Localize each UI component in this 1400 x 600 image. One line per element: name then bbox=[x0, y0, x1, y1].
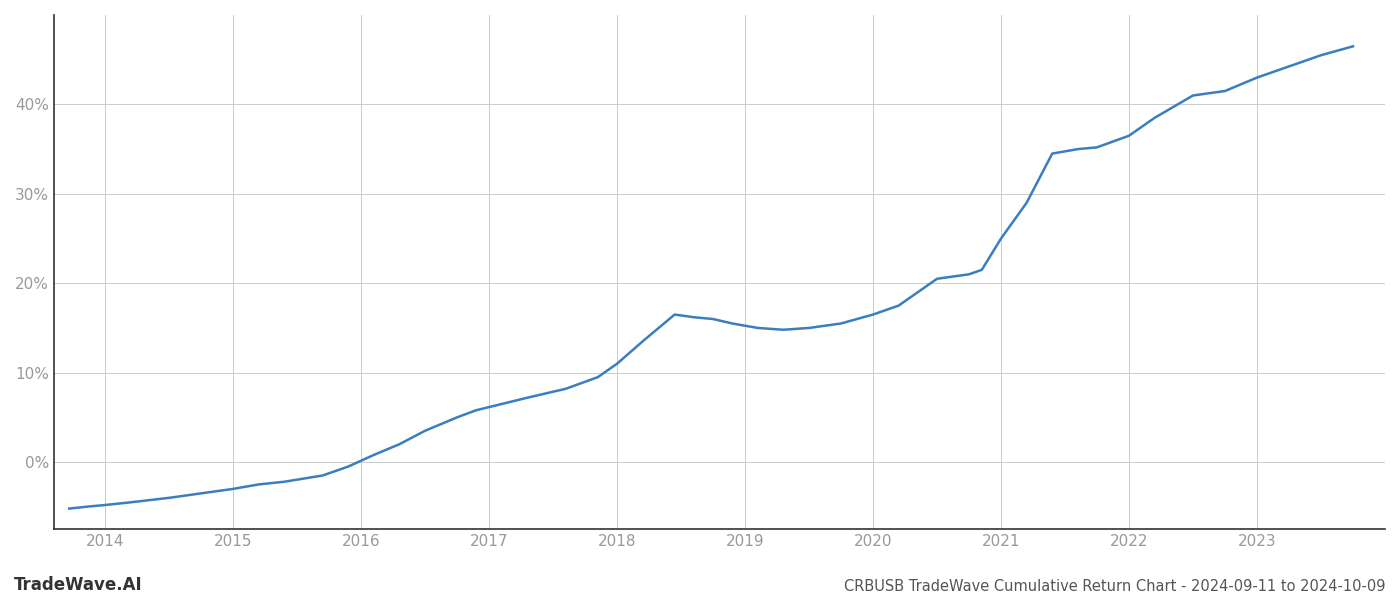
Text: TradeWave.AI: TradeWave.AI bbox=[14, 576, 143, 594]
Text: CRBUSB TradeWave Cumulative Return Chart - 2024-09-11 to 2024-10-09: CRBUSB TradeWave Cumulative Return Chart… bbox=[844, 579, 1386, 594]
